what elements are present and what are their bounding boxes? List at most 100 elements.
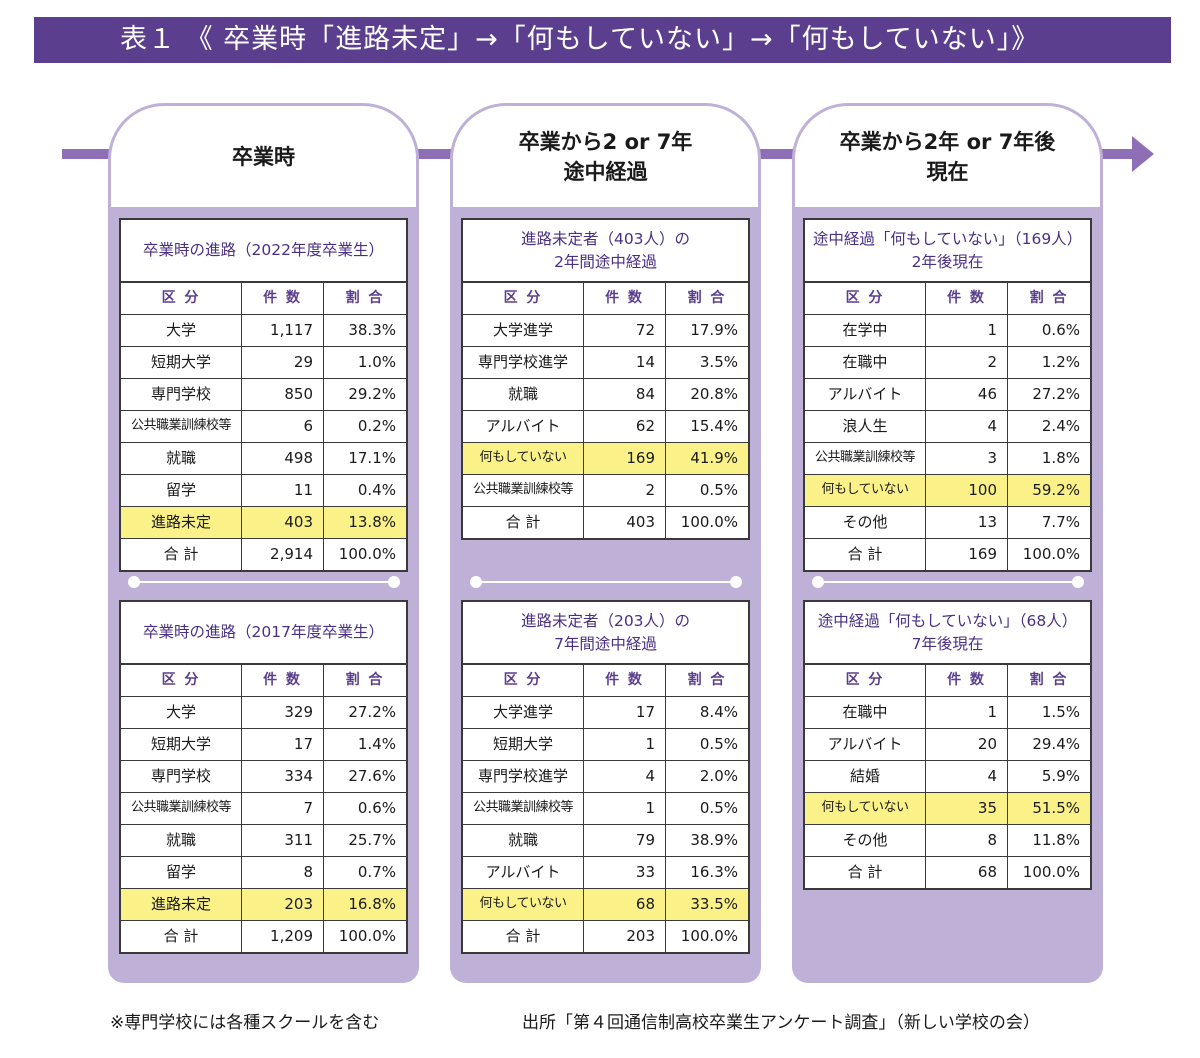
percentage-cell: 38.3%: [348, 321, 396, 339]
count-cell: 4: [584, 761, 666, 792]
percentage-cell: 0.5%: [699, 735, 738, 753]
table-row: 合 計 403 100.0%: [463, 506, 748, 538]
percentage-cell: 100.0%: [1022, 863, 1080, 881]
table-row: 短期大学 29 1.0%: [121, 346, 406, 378]
table-caption: 途中経過「何もしていない」（169人） 2年後現在: [805, 220, 1090, 282]
percentage-cell: 29.4%: [1032, 735, 1080, 753]
category-cell: 何もしていない: [463, 889, 584, 920]
category-cell: 専門学校進学: [463, 761, 584, 792]
category-cell: 何もしていない: [805, 475, 926, 506]
category-cell: アルバイト: [463, 857, 584, 888]
count-cell: 4: [926, 411, 1008, 442]
column-header: 割 合: [345, 290, 385, 306]
table-row-highlighted: 進路未定 203 16.8%: [121, 888, 406, 920]
percentage-cell: 27.2%: [1032, 385, 1080, 403]
table-row: 公共職業訓練校等 6 0.2%: [121, 410, 406, 442]
count-cell: 498: [242, 443, 324, 474]
category-cell: 専門学校: [121, 379, 242, 410]
table-row: 合 計 203 100.0%: [463, 920, 748, 952]
category-cell: 就職: [121, 825, 242, 856]
table-caption-line: 進路未定者（203人）の: [520, 611, 691, 630]
category-cell: 公共職業訓練校等: [463, 475, 584, 506]
count-cell: 403: [584, 507, 666, 538]
data-table: 途中経過「何もしていない」（68人） 7年後現在区 分件 数 割 合在職中 1 1.5%…: [803, 600, 1092, 890]
percentage-cell: 1.0%: [357, 353, 396, 371]
data-table: 卒業時の進路（2017年度卒業生） 区 分件 数 割 合大学 329 27.2% 短期大学…: [119, 600, 408, 954]
table-row: 合 計 68 100.0%: [805, 856, 1090, 888]
count-cell: 329: [242, 697, 324, 728]
table-row-highlighted: 何もしていない 68 33.5%: [463, 888, 748, 920]
count-cell: 84: [584, 379, 666, 410]
count-cell: 33: [584, 857, 666, 888]
percentage-cell: 1.5%: [1041, 703, 1080, 721]
percentage-cell: 17.9%: [690, 321, 738, 339]
table-row: 短期大学 17 1.4%: [121, 728, 406, 760]
category-cell: 留学: [121, 857, 242, 888]
count-cell: 1: [584, 793, 666, 824]
category-cell: 大学: [121, 315, 242, 346]
category-cell: 公共職業訓練校等: [463, 793, 584, 824]
table-row-highlighted: 何もしていない 169 41.9%: [463, 442, 748, 474]
percentage-cell: 16.8%: [348, 895, 396, 913]
data-table: 途中経過「何もしていない」（169人） 2年後現在区 分件 数 割 合在学中 1 0.6…: [803, 218, 1092, 572]
table-caption: 途中経過「何もしていない」（68人） 7年後現在: [805, 602, 1090, 664]
table-row-highlighted: 何もしていない 100 59.2%: [805, 474, 1090, 506]
separator-line: [812, 576, 1084, 588]
column-heading: 卒業から2年 or 7年後 現在: [795, 106, 1100, 207]
category-cell: アルバイト: [805, 379, 926, 410]
table-header-row: 区 分件 数 割 合: [805, 282, 1090, 314]
category-cell: 短期大学: [121, 729, 242, 760]
table-row: 公共職業訓練校等 1 0.5%: [463, 792, 748, 824]
column-header: 区 分: [805, 283, 926, 314]
category-cell: 何もしていない: [463, 443, 584, 474]
percentage-cell: 0.6%: [357, 799, 396, 817]
category-cell: 専門学校: [121, 761, 242, 792]
column-header: 件 数: [584, 283, 666, 314]
separator-dot-icon: [812, 576, 824, 588]
table-row: 専門学校 850 29.2%: [121, 378, 406, 410]
count-cell: 334: [242, 761, 324, 792]
data-table: 進路未定者（203人）の 7年間途中経過区 分件 数 割 合大学進学 17 8.4% 短期…: [461, 600, 750, 954]
count-cell: 62: [584, 411, 666, 442]
count-cell: 850: [242, 379, 324, 410]
table-row: 公共職業訓練校等 7 0.6%: [121, 792, 406, 824]
category-cell: 留学: [121, 475, 242, 506]
table-row: 大学進学 17 8.4%: [463, 696, 748, 728]
count-cell: 1,117: [242, 315, 324, 346]
count-cell: 1: [926, 697, 1008, 728]
table-caption: 卒業時の進路（2022年度卒業生）: [121, 220, 406, 282]
table-row-highlighted: 何もしていない 35 51.5%: [805, 792, 1090, 824]
percentage-cell: 33.5%: [690, 895, 738, 913]
percentage-cell: 0.2%: [357, 417, 396, 435]
percentage-cell: 100.0%: [338, 927, 396, 945]
category-cell: 公共職業訓練校等: [121, 793, 242, 824]
percentage-cell: 38.9%: [690, 831, 738, 849]
category-cell: 在職中: [805, 347, 926, 378]
percentage-cell: 0.5%: [699, 799, 738, 817]
category-cell: 合 計: [121, 539, 242, 570]
table-row: 合 計 1,209 100.0%: [121, 920, 406, 952]
count-cell: 17: [584, 697, 666, 728]
column-header: 割 合: [345, 672, 385, 688]
table-row: 合 計 2,914 100.0%: [121, 538, 406, 570]
category-cell: 進路未定: [121, 507, 242, 538]
category-cell: 短期大学: [463, 729, 584, 760]
table-caption: 進路未定者（403人）の 2年間途中経過: [463, 220, 748, 282]
table-header-row: 区 分件 数 割 合: [121, 282, 406, 314]
separator-dot-icon: [730, 576, 742, 588]
percentage-cell: 20.8%: [690, 385, 738, 403]
percentage-cell: 0.6%: [1041, 321, 1080, 339]
column-header: 区 分: [121, 283, 242, 314]
count-cell: 8: [926, 825, 1008, 856]
count-cell: 7: [242, 793, 324, 824]
count-cell: 203: [242, 889, 324, 920]
category-cell: 公共職業訓練校等: [805, 443, 926, 474]
percentage-cell: 0.4%: [357, 481, 396, 499]
category-cell: 合 計: [463, 507, 584, 538]
table-row: 結婚 4 5.9%: [805, 760, 1090, 792]
table-row: アルバイト 20 29.4%: [805, 728, 1090, 760]
category-cell: 就職: [121, 443, 242, 474]
count-cell: 6: [242, 411, 324, 442]
table-caption-line: 7年後現在: [911, 634, 984, 653]
count-cell: 4: [926, 761, 1008, 792]
